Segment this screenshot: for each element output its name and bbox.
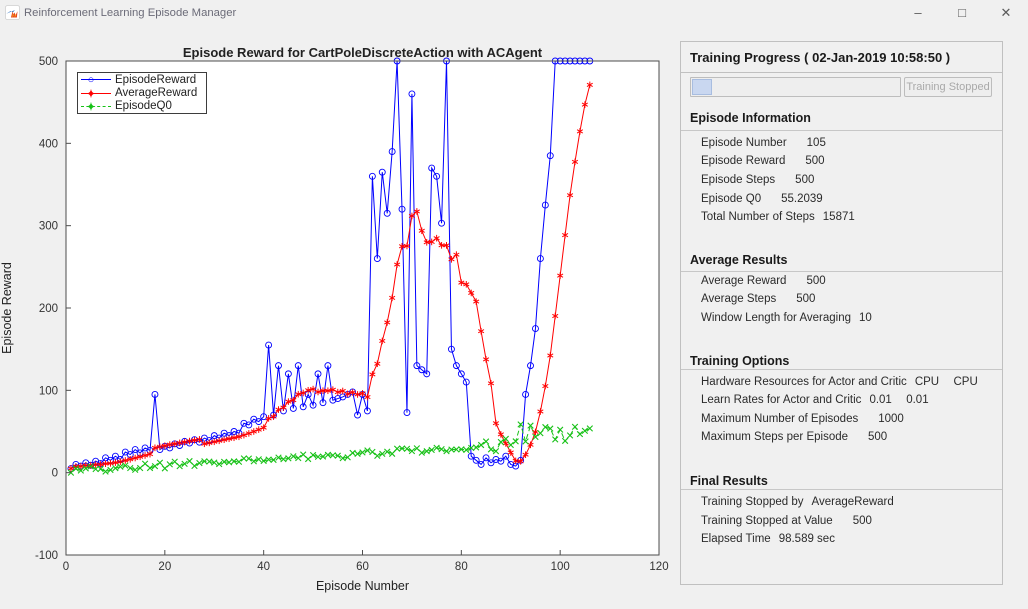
- svg-text:100: 100: [551, 561, 570, 573]
- svg-text:-100: -100: [35, 550, 58, 562]
- svg-text:0: 0: [52, 468, 58, 480]
- svg-text:400: 400: [39, 138, 58, 150]
- svg-text:200: 200: [39, 303, 58, 315]
- svg-text:300: 300: [39, 221, 58, 233]
- svg-text:100: 100: [39, 385, 58, 397]
- svg-text:20: 20: [158, 561, 171, 573]
- svg-text:500: 500: [39, 56, 58, 68]
- svg-text:120: 120: [649, 561, 668, 573]
- svg-text:60: 60: [356, 561, 369, 573]
- svg-text:80: 80: [455, 561, 468, 573]
- svg-text:0: 0: [63, 561, 69, 573]
- svg-text:40: 40: [257, 561, 270, 573]
